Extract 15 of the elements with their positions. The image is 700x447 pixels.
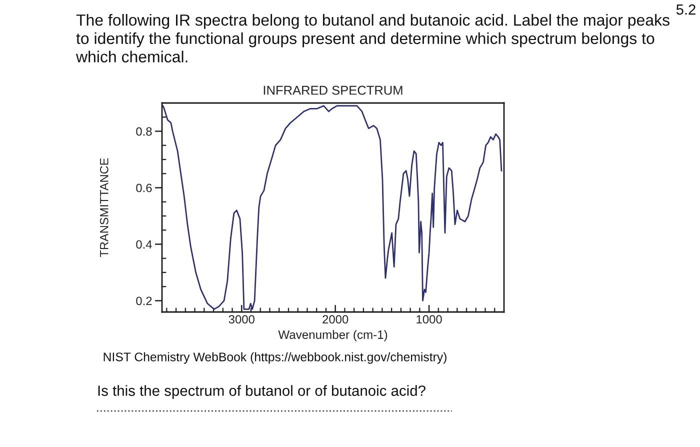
x-axis-title: Wavenumber (cm-1) — [278, 330, 388, 342]
x-tick-label: 1000 — [416, 315, 442, 324]
chart-title: INFRARED SPECTRUM — [264, 86, 402, 95]
text: 5.2 — [676, 4, 696, 15]
text: NIST Chemistry WebBook (https://webbook.nist.gov/chemistry) — [104, 352, 446, 364]
text: The following IR spectra belong to butanol and butanoic acid. Label the major peaks to identify the functional groups present and determine which spectrum belongs to which chemical. — [76, 14, 670, 62]
x-tick-label: 2000 — [322, 315, 348, 324]
y-tick-label: 0.8 — [136, 127, 152, 136]
y-axis-title: TRANSMITTANCE — [100, 158, 108, 257]
text: Is this the spectrum of butanol or of butanoic acid? — [98, 385, 426, 399]
y-tick-label: 0.6 — [136, 184, 152, 192]
y-tick-label: 0.4 — [136, 240, 152, 249]
y-tick-label: 0.2 — [136, 296, 152, 306]
x-tick-label: 3000 — [228, 315, 254, 324]
line-series — [162, 105, 502, 310]
